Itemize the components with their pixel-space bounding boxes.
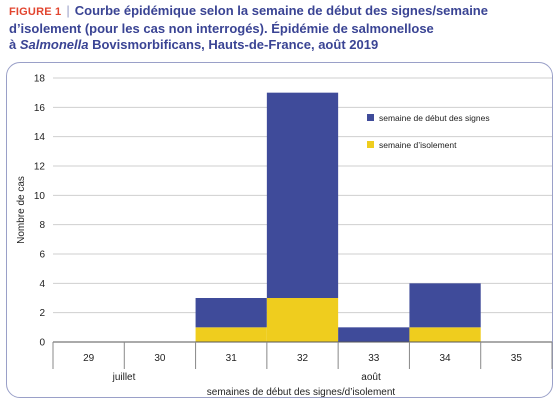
chart-frame (6, 62, 553, 398)
bar-debut-signes (409, 283, 481, 328)
x-tick-label: 33 (368, 353, 380, 364)
bar-isolement (195, 327, 267, 342)
y-tick-label: 18 (34, 74, 46, 85)
y-tick-label: 0 (39, 338, 45, 349)
caption-line-3: à Salmonella Bovismorbificans, Hauts-de-… (9, 37, 554, 54)
x-tick-label: 31 (226, 353, 238, 364)
x-tick-label: 29 (83, 353, 95, 364)
x-axis-title: semaines de début des signes/d’isolement (207, 387, 396, 398)
y-axis-title: Nombre de cas (16, 176, 27, 244)
legend-label: semaine d’isolement (379, 140, 457, 150)
legend-swatch (367, 141, 374, 148)
y-tick-label: 4 (39, 279, 45, 290)
legend-label: semaine de début des signes (379, 113, 490, 123)
caption-title-line-3-prefix: à (9, 37, 20, 52)
bar-debut-signes (338, 327, 410, 342)
bar-debut-signes (195, 298, 267, 328)
figure-label: FIGURE 1 (9, 6, 62, 18)
y-tick-label: 14 (34, 132, 46, 143)
caption-line-1: FIGURE 1 | Courbe épidémique selon la sema… (9, 3, 554, 21)
x-tick-label: 34 (440, 353, 452, 364)
x-tick-label: 30 (154, 353, 166, 364)
caption-title-line-1: Courbe épidémique selon la semaine de dé… (74, 3, 488, 18)
y-tick-label: 16 (34, 103, 46, 114)
bar-isolement (266, 298, 339, 342)
caption-title-line-2: d’isolement (pour les cas non interrogés… (9, 20, 434, 36)
y-tick-label: 12 (34, 162, 46, 173)
legend-swatch (367, 114, 374, 121)
caption-title-line-3-rest: Bovismorbificans, Hauts-de-France, août … (88, 37, 379, 52)
y-tick-label: 8 (39, 220, 45, 231)
y-tick-label: 6 (39, 250, 45, 261)
bar-isolement (409, 327, 481, 342)
month-label: août (361, 372, 381, 383)
x-tick-label: 35 (511, 353, 523, 364)
month-label: juillet (112, 372, 136, 383)
x-tick-label: 32 (297, 353, 309, 364)
caption-title-genus: Salmonella (19, 37, 89, 52)
bar-debut-signes (266, 92, 339, 299)
y-tick-label: 2 (39, 308, 45, 319)
figure-caption: FIGURE 1 | Courbe épidémique selon la sema… (9, 3, 554, 54)
caption-separator: | (66, 3, 70, 18)
y-tick-label: 10 (34, 191, 46, 202)
